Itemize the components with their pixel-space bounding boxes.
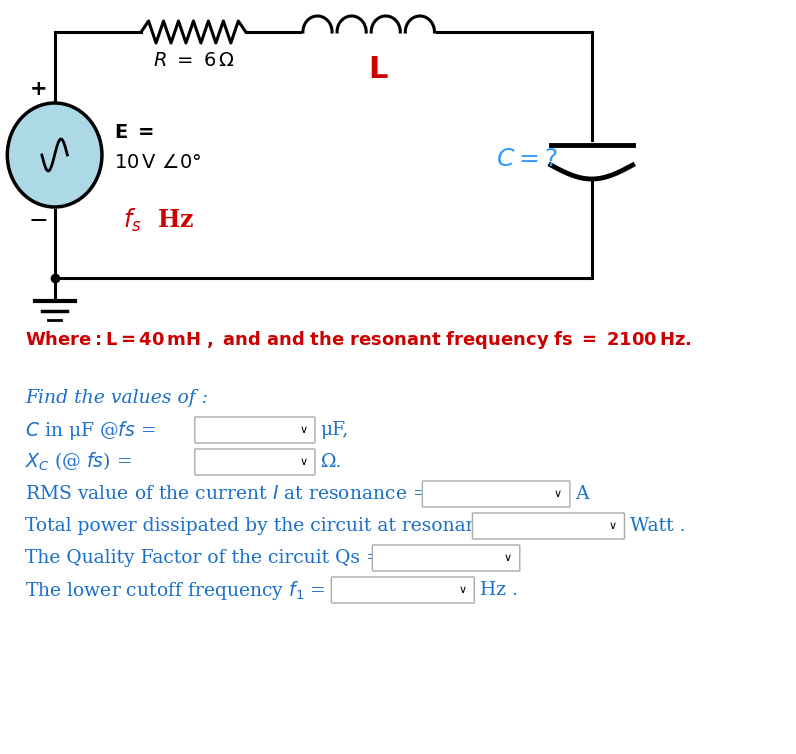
Circle shape <box>7 103 102 207</box>
FancyBboxPatch shape <box>195 449 315 475</box>
Text: ∨: ∨ <box>609 521 617 531</box>
Text: Watt .: Watt . <box>630 517 685 535</box>
FancyBboxPatch shape <box>373 545 520 571</box>
Text: μF,: μF, <box>321 421 349 439</box>
Text: $\mathit{C=?}$: $\mathit{C=?}$ <box>496 149 558 171</box>
Text: Ω.: Ω. <box>321 453 341 471</box>
Text: +: + <box>29 79 47 99</box>
Text: ∨: ∨ <box>554 489 562 499</box>
Text: RMS value of the current $I$ at resonance =: RMS value of the current $I$ at resonanc… <box>25 485 428 503</box>
FancyBboxPatch shape <box>331 577 474 603</box>
Text: Hz .: Hz . <box>480 581 517 599</box>
FancyBboxPatch shape <box>195 417 315 443</box>
Text: The Quality Factor of the circuit Qs =: The Quality Factor of the circuit Qs = <box>25 549 382 567</box>
Text: $\mathbf{Where : L = 40\,mH\ ,\ and\ and\ the\ resonant\ frequency\ }$$\mathit{\: $\mathbf{Where : L = 40\,mH\ ,\ and\ and… <box>25 329 692 351</box>
Text: $X_C$ (@ $\mathit{fs}$) =: $X_C$ (@ $\mathit{fs}$) = <box>25 451 132 474</box>
Text: −: − <box>29 209 48 233</box>
Text: ∨: ∨ <box>504 553 512 563</box>
Text: $\mathit{f_s}$  Hz: $\mathit{f_s}$ Hz <box>123 207 194 234</box>
Text: The lower cutoff frequency $f_1$ =: The lower cutoff frequency $f_1$ = <box>25 578 326 602</box>
Text: $C$ in μF @$\mathit{fs}$ =: $C$ in μF @$\mathit{fs}$ = <box>25 418 157 442</box>
Text: Find the values of :: Find the values of : <box>25 389 209 407</box>
FancyBboxPatch shape <box>423 481 570 507</box>
Text: ∨: ∨ <box>299 425 307 435</box>
Text: ∨: ∨ <box>299 457 307 467</box>
Text: $\mathbf{L}$: $\mathbf{L}$ <box>368 54 388 85</box>
Text: A: A <box>576 485 589 503</box>
Text: $\mathbf{E\ =}$: $\mathbf{E\ =}$ <box>114 124 154 142</box>
FancyBboxPatch shape <box>473 513 625 539</box>
Text: Total power dissipated by the circuit at resonance =: Total power dissipated by the circuit at… <box>25 517 521 535</box>
Text: $10\,\mathrm{V}\ \angle 0°$: $10\,\mathrm{V}\ \angle 0°$ <box>114 154 201 172</box>
Text: $R\ =\ 6\,\Omega$: $R\ =\ 6\,\Omega$ <box>153 52 234 70</box>
Text: ∨: ∨ <box>458 585 466 595</box>
